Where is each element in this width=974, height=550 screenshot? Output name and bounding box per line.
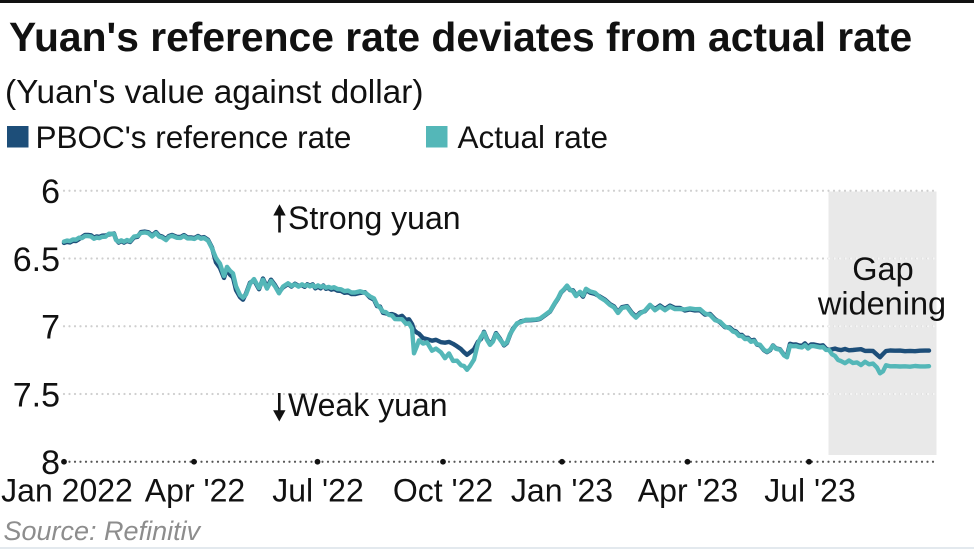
svg-text:7.5: 7.5 xyxy=(13,376,60,414)
svg-text:PBOC's reference rate: PBOC's reference rate xyxy=(36,119,352,155)
svg-text:(Yuan's value against dollar): (Yuan's value against dollar) xyxy=(5,74,423,111)
svg-text:7: 7 xyxy=(41,309,60,347)
svg-text:widening: widening xyxy=(817,286,946,322)
svg-text:Source: Refinitiv: Source: Refinitiv xyxy=(4,516,202,546)
svg-text:6: 6 xyxy=(41,173,60,211)
svg-text:Strong yuan: Strong yuan xyxy=(288,200,461,236)
svg-text:6.5: 6.5 xyxy=(13,241,60,279)
svg-text:Actual rate: Actual rate xyxy=(458,119,609,155)
svg-text:Jan 2022: Jan 2022 xyxy=(1,473,133,509)
svg-text:Oct '22: Oct '22 xyxy=(393,473,493,509)
svg-text:Jul '22: Jul '22 xyxy=(272,473,364,509)
svg-text:8: 8 xyxy=(41,444,60,482)
svg-text:Gap: Gap xyxy=(852,251,913,287)
svg-text:Apr '23: Apr '23 xyxy=(638,473,738,509)
svg-text:Yuan's reference rate deviates: Yuan's reference rate deviates from actu… xyxy=(9,14,912,60)
svg-text:Jul '23: Jul '23 xyxy=(764,473,856,509)
svg-text:Weak yuan: Weak yuan xyxy=(288,387,448,423)
svg-text:Apr '22: Apr '22 xyxy=(145,473,245,509)
svg-text:Jan '23: Jan '23 xyxy=(511,473,613,509)
